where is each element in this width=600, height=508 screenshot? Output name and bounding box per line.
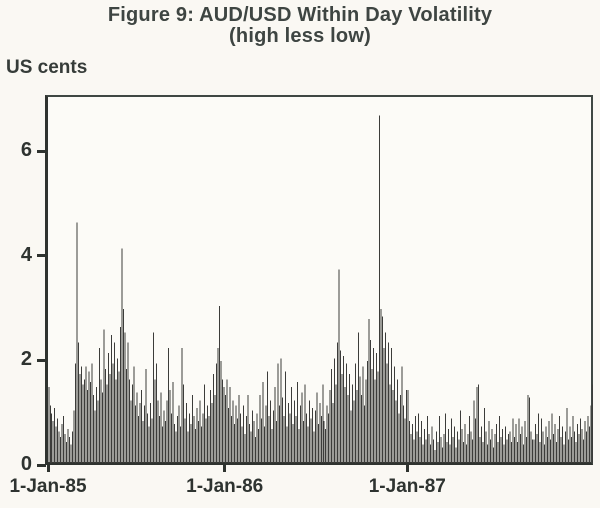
plot-area	[45, 95, 593, 465]
y-axis-tick-label: 2	[20, 348, 32, 371]
x-axis-tick	[46, 465, 50, 472]
x-axis-tick-label: 1-Jan-87	[368, 476, 446, 497]
chart-title: Figure 9: AUD/USD Within Day Volatility	[107, 4, 493, 26]
volatility-bar-series	[48, 115, 593, 463]
y-axis-tick-label: 4	[20, 243, 32, 266]
x-axis-tick-label: 1-Jan-86	[186, 476, 264, 497]
y-axis-tick	[37, 149, 46, 153]
x-axis-tick-label: 1-Jan-85	[9, 476, 87, 497]
y-axis-unit-label: US cents	[6, 57, 88, 78]
chart-title-block: Figure 9: AUD/USD Within Day Volatility …	[0, 5, 600, 47]
x-axis-tick	[223, 465, 227, 472]
x-axis-tick	[405, 465, 409, 472]
y-axis-tick	[37, 358, 46, 362]
y-axis-tick-label: 0	[20, 453, 32, 475]
y-axis-tick	[37, 463, 46, 467]
chart-subtitle: (high less low)	[229, 25, 371, 47]
y-axis-tick-label: 6	[20, 139, 32, 162]
y-axis-tick	[37, 254, 46, 258]
